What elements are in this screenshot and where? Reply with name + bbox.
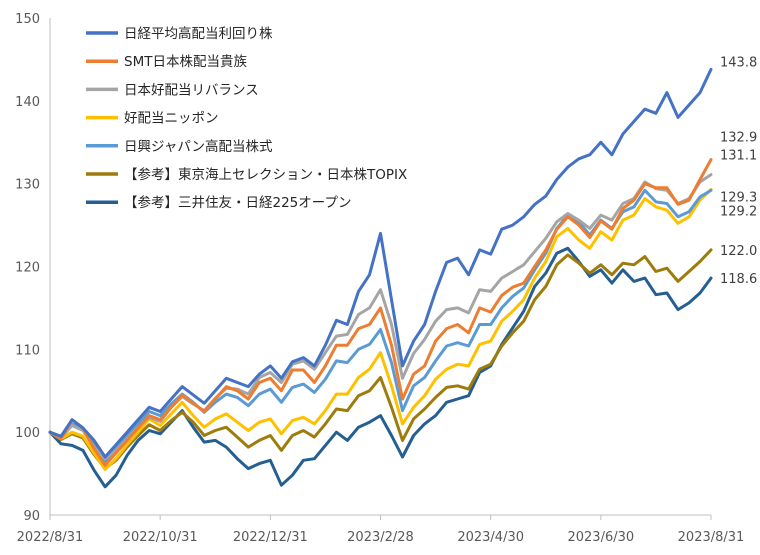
legend: 日経平均高配当利回り株 SMT日本株配当貴族日本好配当リバランス好配当ニッポン日興… (86, 25, 407, 211)
y-tick-label: 140 (15, 95, 40, 110)
x-tick-label: 2023/4/30 (457, 530, 524, 545)
x-tick-label: 2023/8/31 (678, 530, 745, 545)
y-tick-label: 90 (23, 509, 40, 524)
legend-label: 日経平均高配当利回り株 (124, 25, 273, 42)
series-line-0 (48, 67, 713, 459)
x-tick-label: 2022/10/31 (123, 530, 198, 545)
legend-label: 日本好配当リバランス (124, 82, 259, 98)
end-value-label: 122.0 (720, 244, 757, 259)
end-value-label: 129.3 (720, 190, 757, 205)
x-tick-label: 2022/8/31 (17, 530, 84, 545)
series-line-5 (48, 248, 713, 471)
y-tick-label: 110 (15, 343, 40, 358)
legend-label: 【参考】三井住友・日経225オープン (124, 194, 351, 211)
end-value-label: 132.9 (720, 131, 757, 146)
legend-label: 好配当ニッポン (124, 111, 219, 127)
legend-label: 日興ジャパン高配当株式 (124, 138, 273, 155)
series-line-6 (48, 246, 713, 489)
series-line-1 (48, 158, 713, 467)
series-line-3 (48, 188, 713, 471)
legend-label: SMT日本株配当貴族 (124, 54, 247, 70)
x-tick-label: 2022/12/31 (233, 530, 308, 545)
end-value-label: 129.2 (720, 204, 757, 219)
y-tick-label: 100 (15, 426, 40, 441)
x-tick-label: 2023/6/30 (567, 530, 634, 545)
axes: 90 100 110 120 130 140 150 2022/8/31 2022/10/31 2… (15, 12, 744, 545)
end-value-label: 143.8 (720, 55, 757, 70)
y-tick-label: 120 (15, 261, 40, 276)
y-tick-label: 150 (15, 12, 40, 27)
y-tick-label: 130 (15, 178, 40, 193)
end-value-label: 131.1 (720, 149, 757, 164)
series-lines (48, 67, 713, 489)
x-tick-label: 2023/2/28 (347, 530, 414, 545)
legend-label: 【参考】東京海上セレクション・日本株TOPIX (124, 166, 407, 183)
end-value-label: 118.6 (720, 272, 757, 287)
series-line-2 (48, 173, 713, 461)
